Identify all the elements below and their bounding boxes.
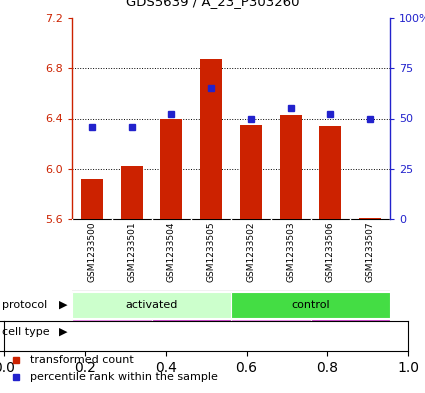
Text: ▶: ▶: [59, 327, 68, 337]
Bar: [72, 319, 151, 345]
Bar: [280, 115, 302, 219]
Text: GSM1233504: GSM1233504: [167, 221, 176, 282]
Text: protocol: protocol: [2, 300, 47, 310]
Text: control: control: [291, 300, 330, 310]
Text: cell type: cell type: [2, 327, 50, 337]
Bar: [200, 59, 222, 219]
Text: GSM1233502: GSM1233502: [246, 221, 255, 282]
Bar: [121, 166, 142, 219]
Text: GSM1233505: GSM1233505: [207, 221, 215, 282]
Bar: [161, 119, 182, 219]
Text: T-cell exosome: T-cell exosome: [312, 327, 389, 337]
Bar: [81, 179, 103, 219]
Bar: [231, 292, 390, 318]
Text: GSM1233506: GSM1233506: [326, 221, 335, 282]
Bar: [320, 126, 341, 219]
Text: GSM1233507: GSM1233507: [366, 221, 374, 282]
Text: T-cell: T-cell: [98, 327, 125, 337]
Text: transformed count: transformed count: [31, 355, 134, 365]
Text: GSM1233500: GSM1233500: [88, 221, 96, 282]
Bar: [359, 218, 381, 219]
Bar: [231, 319, 311, 345]
Bar: [72, 292, 231, 318]
Text: T-cell: T-cell: [257, 327, 284, 337]
Text: GDS5639 / A_23_P303260: GDS5639 / A_23_P303260: [126, 0, 299, 8]
Text: ▶: ▶: [59, 300, 68, 310]
Text: percentile rank within the sample: percentile rank within the sample: [31, 372, 218, 382]
Text: activated: activated: [125, 300, 178, 310]
Bar: [311, 319, 390, 345]
Text: GSM1233501: GSM1233501: [127, 221, 136, 282]
Text: GSM1233503: GSM1233503: [286, 221, 295, 282]
Bar: [240, 125, 262, 219]
Text: T-cell exosome: T-cell exosome: [153, 327, 230, 337]
Bar: [151, 319, 231, 345]
